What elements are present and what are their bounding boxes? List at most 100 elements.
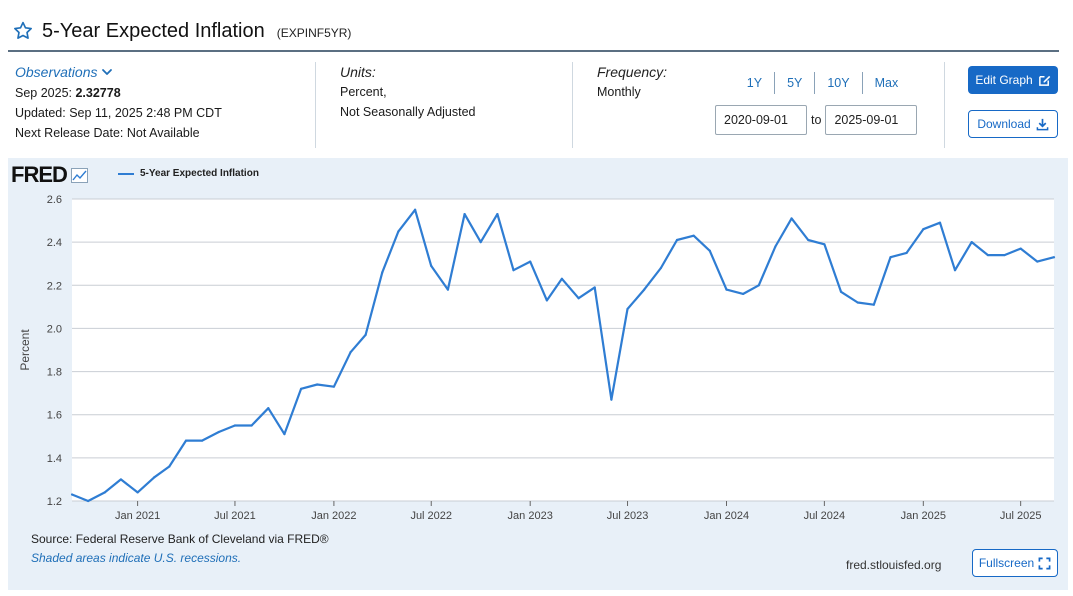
observations-panel: Observations Sep 2025: 2.32778 Updated: … [15, 62, 305, 143]
data-point[interactable] [692, 234, 695, 237]
data-point[interactable] [430, 264, 433, 267]
data-point[interactable] [839, 290, 843, 293]
download-button[interactable]: Download [968, 110, 1058, 138]
data-point[interactable] [168, 465, 171, 468]
data-point[interactable] [626, 307, 629, 311]
data-point[interactable] [512, 269, 515, 272]
site-url[interactable]: fred.stlouisfed.org [846, 558, 942, 572]
data-point[interactable] [184, 439, 188, 442]
fred-logo: FRED [11, 164, 88, 186]
chevron-down-icon [102, 69, 113, 75]
data-point[interactable] [446, 288, 450, 291]
data-point[interactable] [922, 228, 925, 231]
frequency-label: Frequency: [597, 64, 668, 80]
range-5y-link[interactable]: 5Y [787, 76, 803, 90]
data-point[interactable] [153, 476, 156, 479]
data-point[interactable] [529, 260, 532, 263]
data-point[interactable] [545, 299, 548, 302]
data-point[interactable] [332, 385, 336, 388]
range-1y-link[interactable]: 1Y [746, 76, 763, 90]
data-point[interactable] [757, 284, 760, 287]
data-point[interactable] [986, 253, 989, 257]
fullscreen-button[interactable]: Fullscreen [972, 549, 1058, 577]
data-point[interactable] [299, 387, 303, 390]
data-point[interactable] [675, 238, 679, 242]
data-point[interactable] [364, 333, 367, 336]
data-point[interactable] [856, 301, 859, 304]
data-point[interactable] [823, 243, 826, 246]
data-point[interactable] [610, 398, 613, 401]
data-point[interactable] [1019, 247, 1022, 250]
data-point[interactable] [283, 433, 286, 436]
end-date-input[interactable] [825, 105, 918, 135]
observations-label: Observations [15, 64, 98, 80]
star-icon[interactable] [12, 20, 34, 42]
observations-dropdown[interactable]: Observations [15, 62, 113, 82]
x-tick-label: Jul 2023 [607, 510, 649, 522]
column-divider [315, 62, 316, 148]
data-point[interactable] [201, 439, 204, 442]
edit-icon [1038, 75, 1050, 86]
data-point[interactable] [560, 277, 564, 280]
data-point[interactable] [103, 491, 106, 494]
series-lines [70, 208, 1056, 503]
data-point[interactable] [938, 221, 942, 224]
data-point[interactable] [463, 213, 466, 216]
data-point[interactable] [70, 493, 74, 496]
y-tick-label: 2.2 [47, 280, 62, 292]
data-point[interactable] [807, 238, 810, 242]
data-point[interactable] [496, 213, 499, 216]
data-point[interactable] [349, 351, 352, 354]
data-point[interactable] [577, 297, 580, 300]
x-tick-label: Jan 2025 [901, 510, 946, 522]
data-point[interactable] [136, 491, 139, 494]
start-date-input[interactable] [715, 105, 807, 135]
plot-area [72, 199, 1054, 501]
data-point[interactable] [889, 256, 892, 259]
chart-legend: 5-Year Expected Inflation [118, 168, 259, 179]
data-point[interactable] [233, 424, 237, 427]
line-chart: 1.2 1.4 1.6 1.8 2.0 2.2 2.4 2.6 Jan 2021 Jul 202… [18, 194, 1056, 522]
data-point[interactable] [217, 430, 220, 434]
title-row: 5-Year Expected Inflation (EXPINF5YR) [12, 16, 351, 46]
series-info: Observations Sep 2025: 2.32778 Updated: … [0, 58, 1073, 154]
data-point[interactable] [905, 251, 908, 255]
y-tick-label: 1.4 [47, 453, 62, 465]
data-point[interactable] [267, 407, 270, 410]
data-point[interactable] [643, 288, 646, 291]
x-tick-label: Jan 2023 [508, 510, 553, 522]
latest-observation: Sep 2025: 2.32778 [15, 83, 305, 103]
x-tick-label: Jul 2024 [804, 510, 846, 522]
y-tick-label: 2.0 [47, 323, 62, 335]
data-point[interactable] [381, 271, 384, 274]
data-point[interactable] [774, 245, 777, 248]
data-point[interactable] [742, 292, 745, 296]
data-point[interactable] [790, 217, 793, 220]
edit-graph-button[interactable]: Edit Graph [968, 66, 1058, 94]
data-point[interactable] [414, 208, 417, 211]
data-point[interactable] [708, 249, 711, 252]
data-point[interactable] [872, 303, 875, 306]
chart-line-icon [70, 167, 88, 183]
data-point[interactable] [970, 241, 973, 244]
source-note: Source: Federal Reserve Bank of Clevelan… [31, 532, 329, 546]
data-point[interactable] [250, 424, 253, 427]
data-point[interactable] [397, 230, 400, 233]
data-point[interactable] [1003, 253, 1006, 257]
y-tick-label: 2.4 [47, 237, 62, 249]
data-point[interactable] [1052, 256, 1056, 259]
data-point[interactable] [87, 499, 90, 503]
x-tick-label: Jan 2021 [115, 510, 160, 522]
data-point[interactable] [479, 241, 482, 244]
range-max-link[interactable]: Max [874, 76, 899, 90]
fullscreen-label: Fullscreen [978, 556, 1035, 570]
data-point[interactable] [725, 288, 728, 291]
data-point[interactable] [316, 383, 319, 386]
data-point[interactable] [119, 478, 123, 481]
data-point[interactable] [659, 266, 662, 270]
data-point[interactable] [1036, 260, 1039, 263]
range-10y-link[interactable]: 10Y [827, 76, 850, 90]
y-tick-label: 1.6 [47, 410, 62, 422]
data-point[interactable] [953, 269, 957, 272]
data-point[interactable] [593, 286, 596, 289]
